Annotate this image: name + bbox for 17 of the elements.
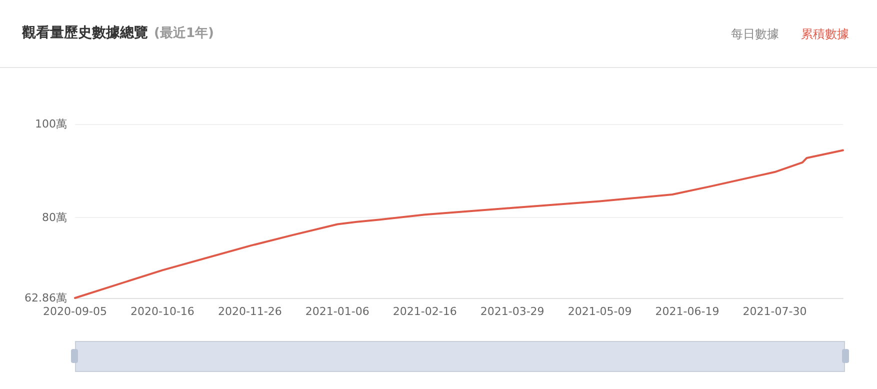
x-tick-label: 2020-09-05 [43,305,107,318]
x-tick-label: 2020-11-26 [218,305,282,318]
y-tick-label: 80萬 [42,211,67,224]
y-tick-label: 100萬 [35,118,67,130]
x-tick-label: 2021-01-06 [305,305,370,318]
x-tick-label: 2021-05-09 [568,305,632,318]
x-tick-label: 2021-06-19 [655,305,720,318]
x-tick-label: 2020-10-16 [130,305,194,318]
line-series [74,149,844,299]
chart-subtitle: (最近1年) [154,26,214,41]
x-tick-label: 2021-07-30 [742,305,807,318]
x-tick-label: 2021-02-16 [392,305,457,318]
text: 累積數據 [801,27,849,41]
x-tick-label: 2021-03-29 [480,305,544,318]
text: 每日數據 [731,27,779,41]
chart-title: 觀看量歷史數據總覽 [22,25,148,41]
y-tick-label: 62.86萬 [24,292,67,304]
